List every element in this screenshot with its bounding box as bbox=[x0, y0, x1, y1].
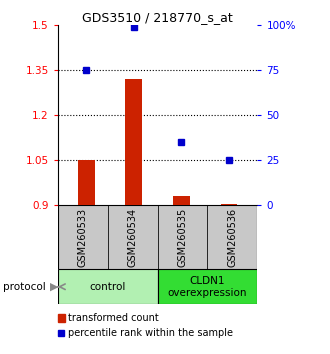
Text: GSM260533: GSM260533 bbox=[78, 207, 88, 267]
Text: percentile rank within the sample: percentile rank within the sample bbox=[68, 328, 233, 338]
Text: GSM260535: GSM260535 bbox=[178, 207, 187, 267]
Title: GDS3510 / 218770_s_at: GDS3510 / 218770_s_at bbox=[82, 11, 233, 24]
Bar bbox=[208, 205, 257, 269]
Text: ▶: ▶ bbox=[50, 282, 58, 292]
Text: GSM260534: GSM260534 bbox=[128, 207, 138, 267]
Text: GSM260536: GSM260536 bbox=[227, 207, 238, 267]
Bar bbox=[58, 205, 108, 269]
Text: control: control bbox=[89, 282, 126, 292]
Bar bbox=[78, 160, 95, 205]
Bar bbox=[220, 204, 237, 205]
Bar bbox=[125, 79, 142, 205]
Bar bbox=[158, 205, 208, 269]
Bar bbox=[58, 269, 158, 304]
Text: CLDN1
overexpression: CLDN1 overexpression bbox=[168, 276, 247, 298]
Bar bbox=[158, 269, 257, 304]
Bar bbox=[108, 205, 158, 269]
Bar bbox=[173, 196, 190, 205]
Text: transformed count: transformed count bbox=[68, 313, 158, 323]
Text: protocol: protocol bbox=[3, 282, 46, 292]
